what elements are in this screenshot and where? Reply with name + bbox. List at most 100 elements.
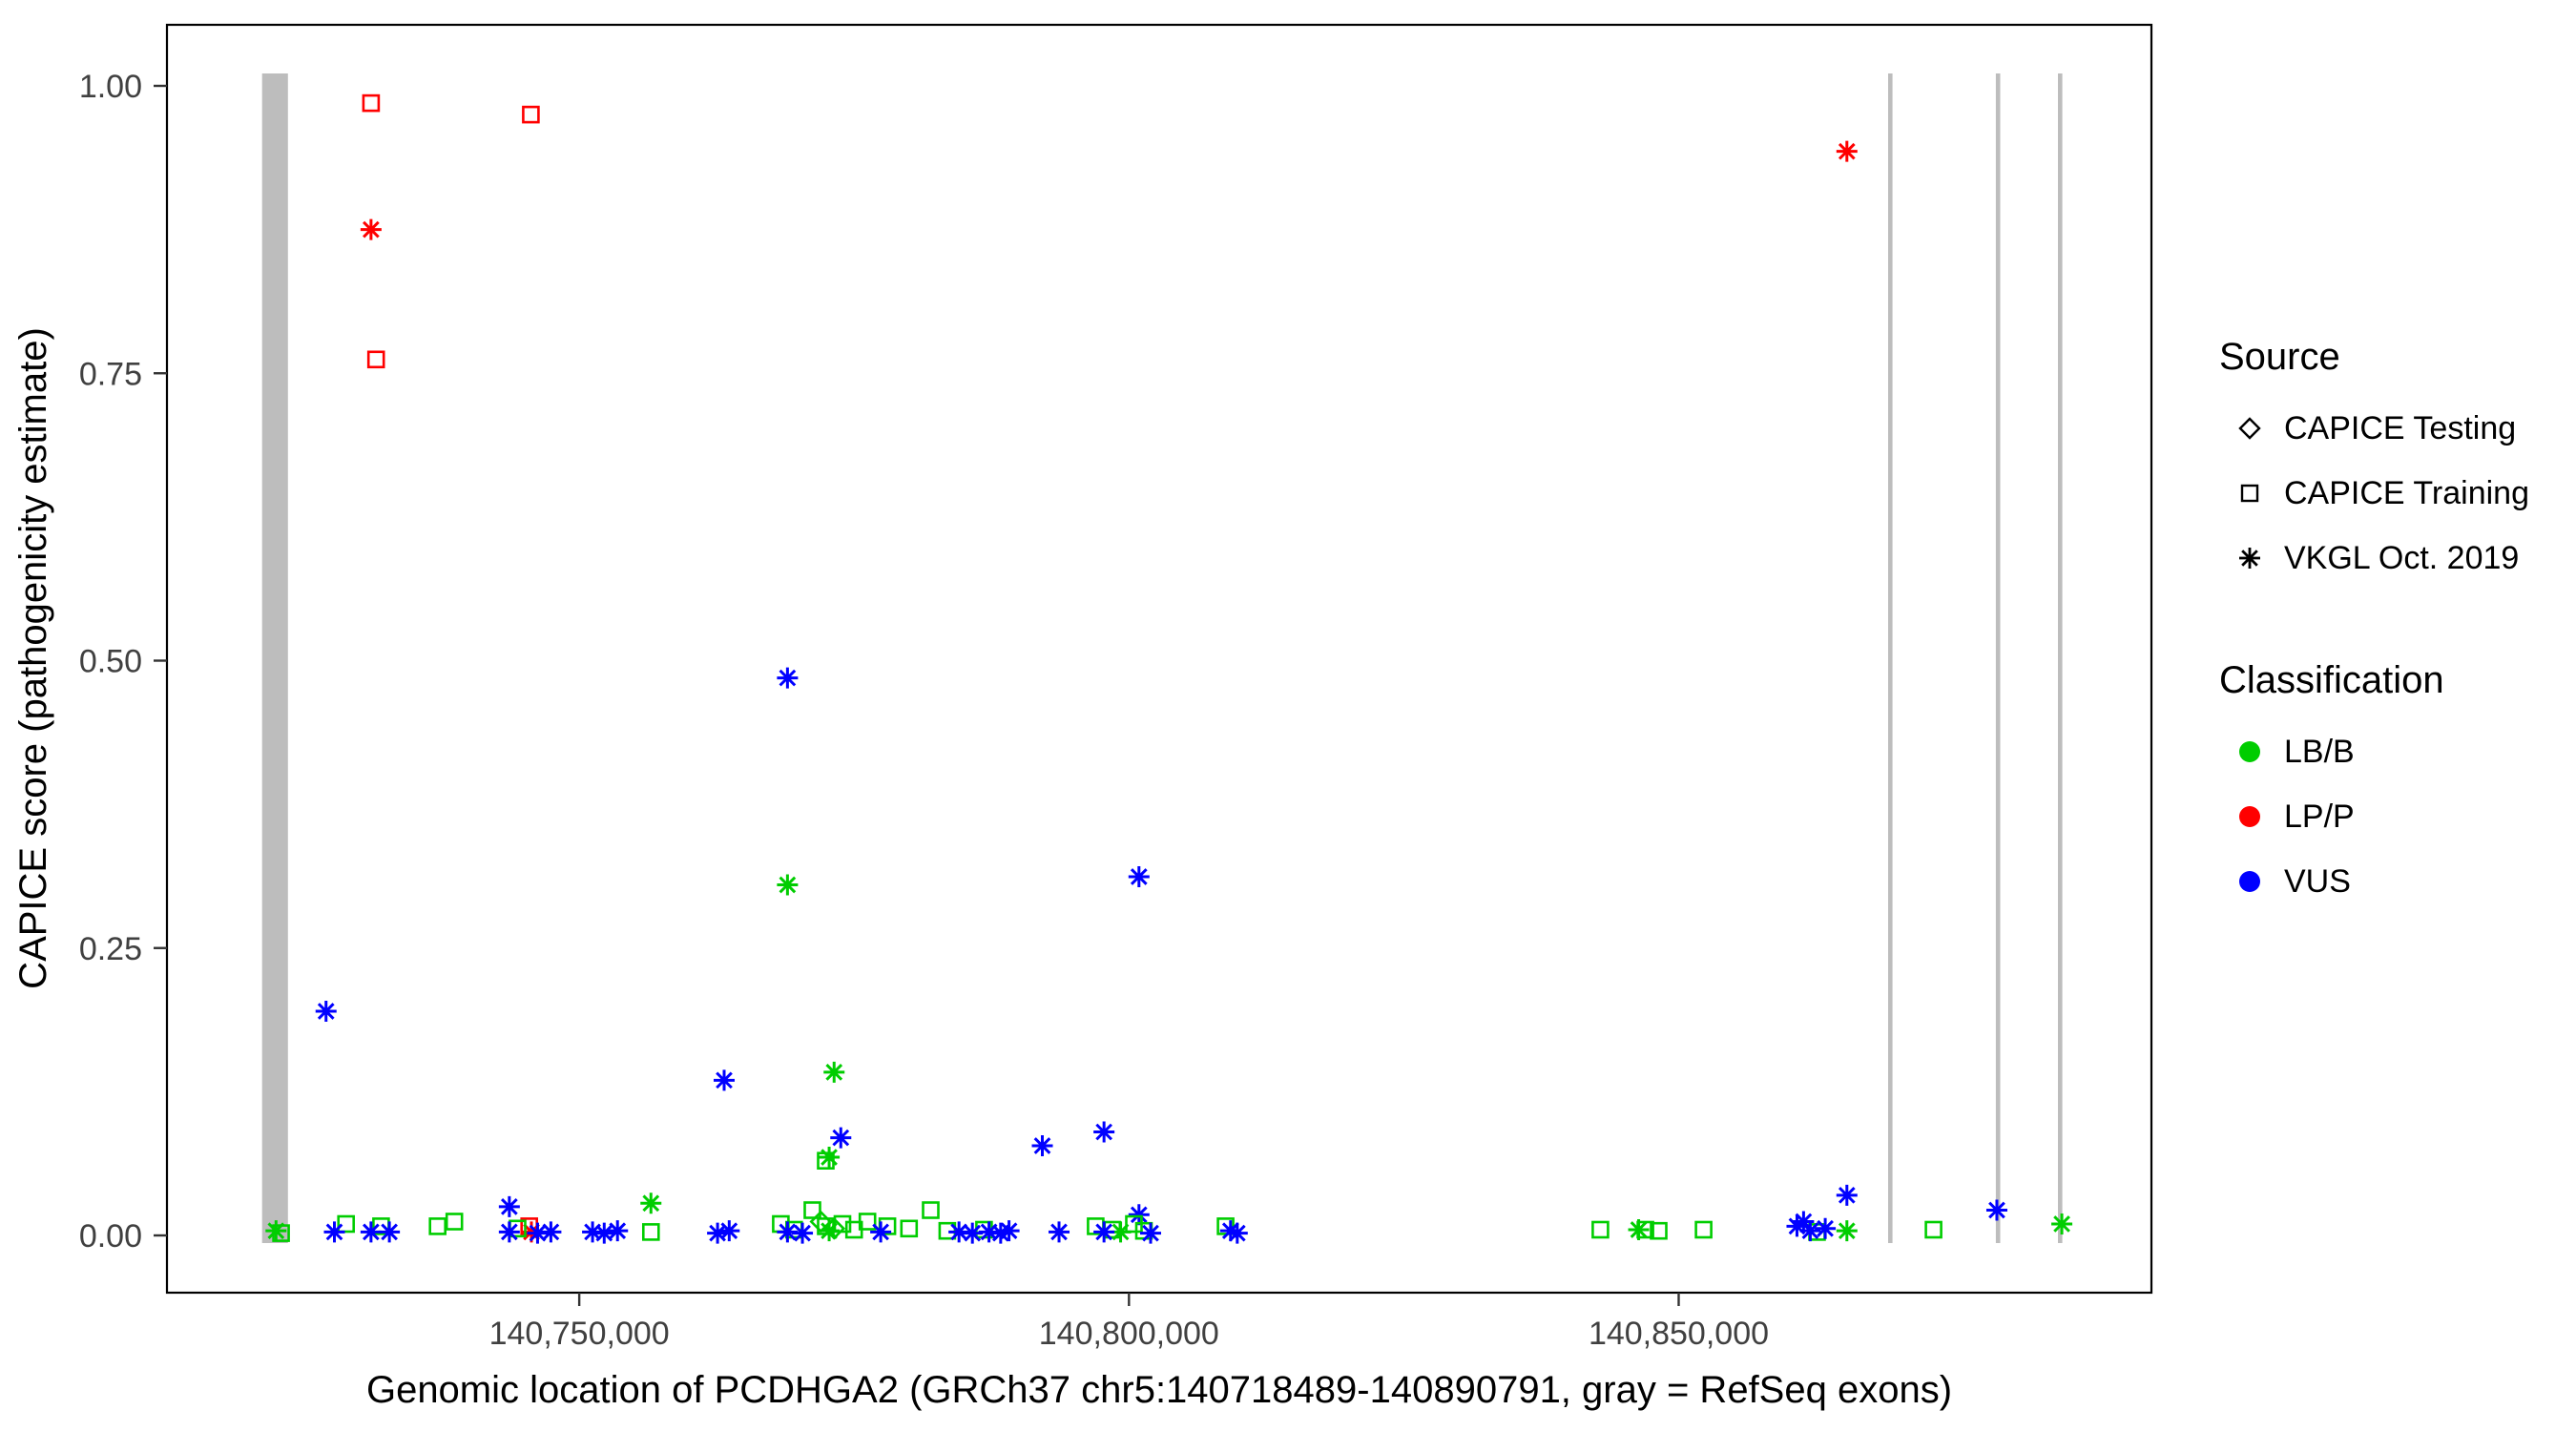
- data-point: [1219, 1220, 1241, 1242]
- data-point: [1031, 1135, 1053, 1157]
- data-point: [830, 1127, 852, 1149]
- axis-ticks: 140,750,000 140,800,000 140,850,000 0.00 0.2…: [79, 69, 1769, 1352]
- data-point: [803, 1201, 821, 1219]
- exon-band: [1995, 73, 2001, 1243]
- data-points: [265, 93, 2073, 1244]
- legend-item-label: VUS: [2284, 862, 2351, 900]
- data-point: [819, 1220, 841, 1242]
- data-point: [641, 1223, 660, 1241]
- y-tick-label: 0.50: [79, 644, 142, 680]
- legend-item-label: CAPICE Testing: [2284, 409, 2517, 446]
- legend-item-capice-testing: CAPICE Testing: [2219, 396, 2563, 461]
- data-point: [1836, 1220, 1858, 1242]
- data-point: [360, 218, 382, 240]
- data-point: [1799, 1220, 1821, 1242]
- data-point: [1924, 1220, 1942, 1239]
- data-point: [1836, 1184, 1858, 1206]
- plot-panel: [165, 23, 2153, 1295]
- y-tick-label: 1.00: [79, 69, 142, 105]
- refseq-exon-bands: [261, 73, 2063, 1243]
- legend-item-vkgl: VKGL Oct. 2019: [2219, 526, 2563, 591]
- data-point: [1110, 1221, 1132, 1243]
- data-point: [718, 1220, 740, 1242]
- x-tick-label: 140,850,000: [1589, 1316, 1769, 1352]
- data-point: [777, 874, 799, 896]
- data-point: [323, 1221, 345, 1243]
- data-point: [540, 1221, 562, 1243]
- data-point: [1226, 1222, 1248, 1244]
- exon-band: [2058, 73, 2063, 1243]
- legend: Source CAPICE Testing CAPICE Training VK…: [2219, 336, 2563, 983]
- data-point: [819, 1147, 841, 1169]
- data-point: [1628, 1218, 1650, 1240]
- data-point: [948, 1221, 970, 1243]
- legend-classification: Classification LB/B LP/P VUS: [2219, 659, 2563, 914]
- data-point: [337, 1214, 356, 1234]
- data-point: [315, 1001, 337, 1023]
- diamond-icon: [2238, 417, 2261, 440]
- data-point: [527, 1222, 549, 1244]
- data-point: [445, 1213, 464, 1231]
- legend-source: Source CAPICE Testing CAPICE Training VK…: [2219, 336, 2563, 591]
- data-point: [366, 350, 385, 369]
- legend-item-vus: VUS: [2219, 849, 2563, 914]
- data-point: [498, 1195, 520, 1217]
- data-point: [1093, 1221, 1115, 1243]
- data-point: [989, 1222, 1011, 1244]
- exon-band: [261, 73, 288, 1243]
- data-point: [1128, 1204, 1150, 1226]
- data-point: [823, 1061, 845, 1083]
- x-tick-label: 140,750,000: [489, 1316, 670, 1352]
- data-point: [870, 1221, 892, 1243]
- data-point: [707, 1222, 729, 1244]
- exon-band: [1888, 73, 1893, 1243]
- legend-source-title: Source: [2219, 336, 2340, 378]
- data-point: [522, 105, 540, 124]
- data-point: [777, 1221, 799, 1243]
- data-point: [265, 1220, 287, 1242]
- blue-dot-icon: [2239, 871, 2260, 892]
- legend-item-capice-training: CAPICE Training: [2219, 461, 2563, 526]
- data-point: [714, 1069, 736, 1091]
- data-point: [428, 1217, 447, 1235]
- data-point: [777, 667, 799, 689]
- data-point: [379, 1221, 401, 1243]
- data-point: [360, 1221, 382, 1243]
- legend-classification-title: Classification: [2219, 659, 2444, 701]
- data-point: [640, 1192, 662, 1214]
- data-point: [962, 1222, 984, 1244]
- legend-item-label: LB/B: [2284, 733, 2355, 770]
- data-point: [1793, 1211, 1815, 1233]
- data-point: [2051, 1213, 2073, 1234]
- data-point: [498, 1221, 520, 1243]
- data-point: [582, 1221, 604, 1243]
- data-point: [792, 1222, 814, 1244]
- data-point: [1985, 1199, 2007, 1221]
- red-dot-icon: [2239, 806, 2260, 827]
- data-point: [1591, 1220, 1610, 1239]
- data-point: [858, 1213, 877, 1231]
- x-tick-label: 140,800,000: [1039, 1316, 1219, 1352]
- data-point: [1815, 1217, 1837, 1239]
- data-point: [978, 1221, 1000, 1243]
- data-point: [1140, 1222, 1162, 1244]
- asterisk-icon: [2239, 548, 2260, 569]
- legend-item-lpp: LP/P: [2219, 784, 2563, 849]
- data-point: [1049, 1221, 1070, 1243]
- legend-item-label: LP/P: [2284, 798, 2355, 835]
- data-point: [1093, 1121, 1115, 1143]
- y-tick-label: 0.25: [79, 931, 142, 967]
- data-point: [1128, 866, 1150, 888]
- data-point: [998, 1220, 1020, 1242]
- data-point: [607, 1220, 629, 1242]
- data-point: [362, 93, 381, 113]
- green-dot-icon: [2239, 741, 2260, 762]
- data-point: [593, 1222, 615, 1244]
- data-point: [1836, 140, 1858, 162]
- x-axis-title: Genomic location of PCDHGA2 (GRCh37 chr5…: [366, 1369, 1952, 1411]
- data-point: [900, 1219, 919, 1238]
- data-point: [922, 1201, 940, 1219]
- y-tick-label: 0.75: [79, 356, 142, 392]
- legend-item-label: CAPICE Training: [2284, 474, 2529, 511]
- square-icon: [2240, 484, 2259, 503]
